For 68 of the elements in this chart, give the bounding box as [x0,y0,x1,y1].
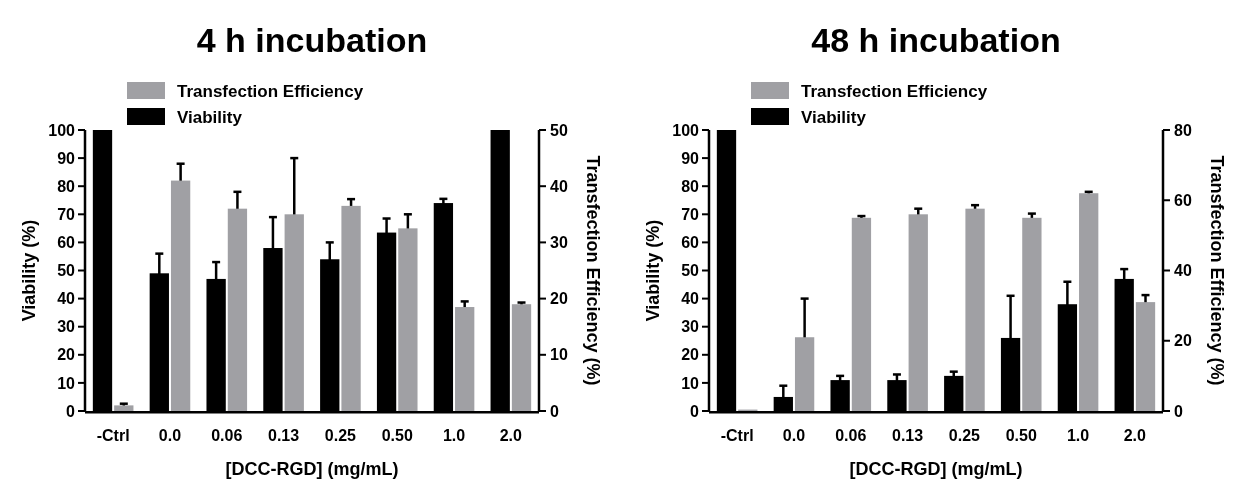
y-tick-label: 10 [57,374,76,392]
x-tick-label: 0.50 [381,427,413,444]
y-tick-label: 100 [48,121,76,139]
chart-title: 4 h incubation [196,21,428,59]
y-tick-label: 0 [66,402,76,420]
legend-label: Viability [177,107,243,127]
x-axis-title: [DCC-RGD] (mg/mL) [225,459,399,479]
y-tick-label: 30 [57,318,76,336]
y-tick-label: 70 [57,205,76,223]
x-tick-label: 0.13 [268,427,300,444]
x-tick-label: 0.0 [782,427,806,444]
x-tick-label: 0.50 [1005,427,1037,444]
y-tick-label: 50 [57,262,76,280]
y-tick-label: 40 [57,290,76,308]
y2-tick-label: 60 [1174,191,1192,209]
y2-tick-label: 10 [550,346,568,364]
y-tick-label: 20 [57,346,76,364]
legend-label: Transfection Efficiency [177,81,364,101]
y-tick-label: 60 [681,234,700,251]
x-tick-label: 2.0 [1123,427,1147,444]
x-tick-label: 0.06 [211,427,243,444]
y2-tick-label: 20 [550,290,568,308]
x-tick-label: 0.25 [948,427,981,444]
y2-tick-label: 0 [1174,402,1183,420]
x-tick-label: -Ctrl [96,427,130,444]
y2-axis-title: Transfection Efficiency (%) [583,155,603,386]
bar [114,405,134,411]
bar [965,208,985,411]
y-tick-label: 20 [681,346,700,364]
y2-tick-label: 80 [1174,121,1192,139]
y-axis-title: Viability (%) [643,219,663,322]
legend-label: Transfection Efficiency [801,81,988,101]
y2-axis-title: Transfection Efficiency (%) [1207,155,1227,386]
y-tick-label: 80 [57,177,76,195]
x-tick-label: 1.0 [442,427,466,444]
y2-tick-label: 20 [1174,332,1192,350]
y2-tick-label: 40 [1174,262,1192,280]
y2-tick-label: 40 [550,177,568,195]
y2-tick-label: 0 [550,402,559,420]
bar [851,217,872,411]
y-tick-label: 100 [672,121,700,139]
bar [1022,217,1042,411]
x-tick-label: 2.0 [499,427,523,444]
y2-tick-label: 50 [550,121,568,139]
y-tick-label: 30 [681,318,700,336]
x-tick-label: 1.0 [1066,427,1090,444]
bar [1079,193,1099,411]
x-tick-label: -Ctrl [720,427,754,444]
y-tick-label: 40 [681,290,700,308]
x-tick-label: 0.25 [324,427,357,444]
y-tick-label: 50 [681,262,700,280]
y-tick-label: 0 [690,402,700,420]
y-tick-label: 60 [57,234,76,251]
bar [794,337,815,411]
chart-title: 48 h incubation [811,21,1061,59]
x-tick-label: 0.0 [158,427,182,444]
legend-label: Viability [801,107,867,127]
y-tick-label: 80 [681,177,700,195]
y2-tick-label: 30 [550,234,568,251]
x-tick-label: 0.06 [835,427,867,444]
bar [908,214,928,411]
x-tick-label: 0.13 [892,427,924,444]
y-tick-label: 90 [57,149,76,167]
y-tick-label: 90 [681,149,700,167]
y-tick-label: 70 [681,205,700,223]
y-axis-title: Viability (%) [19,219,39,322]
x-axis-title: [DCC-RGD] (mg/mL) [849,459,1023,479]
y-tick-label: 10 [681,374,700,392]
